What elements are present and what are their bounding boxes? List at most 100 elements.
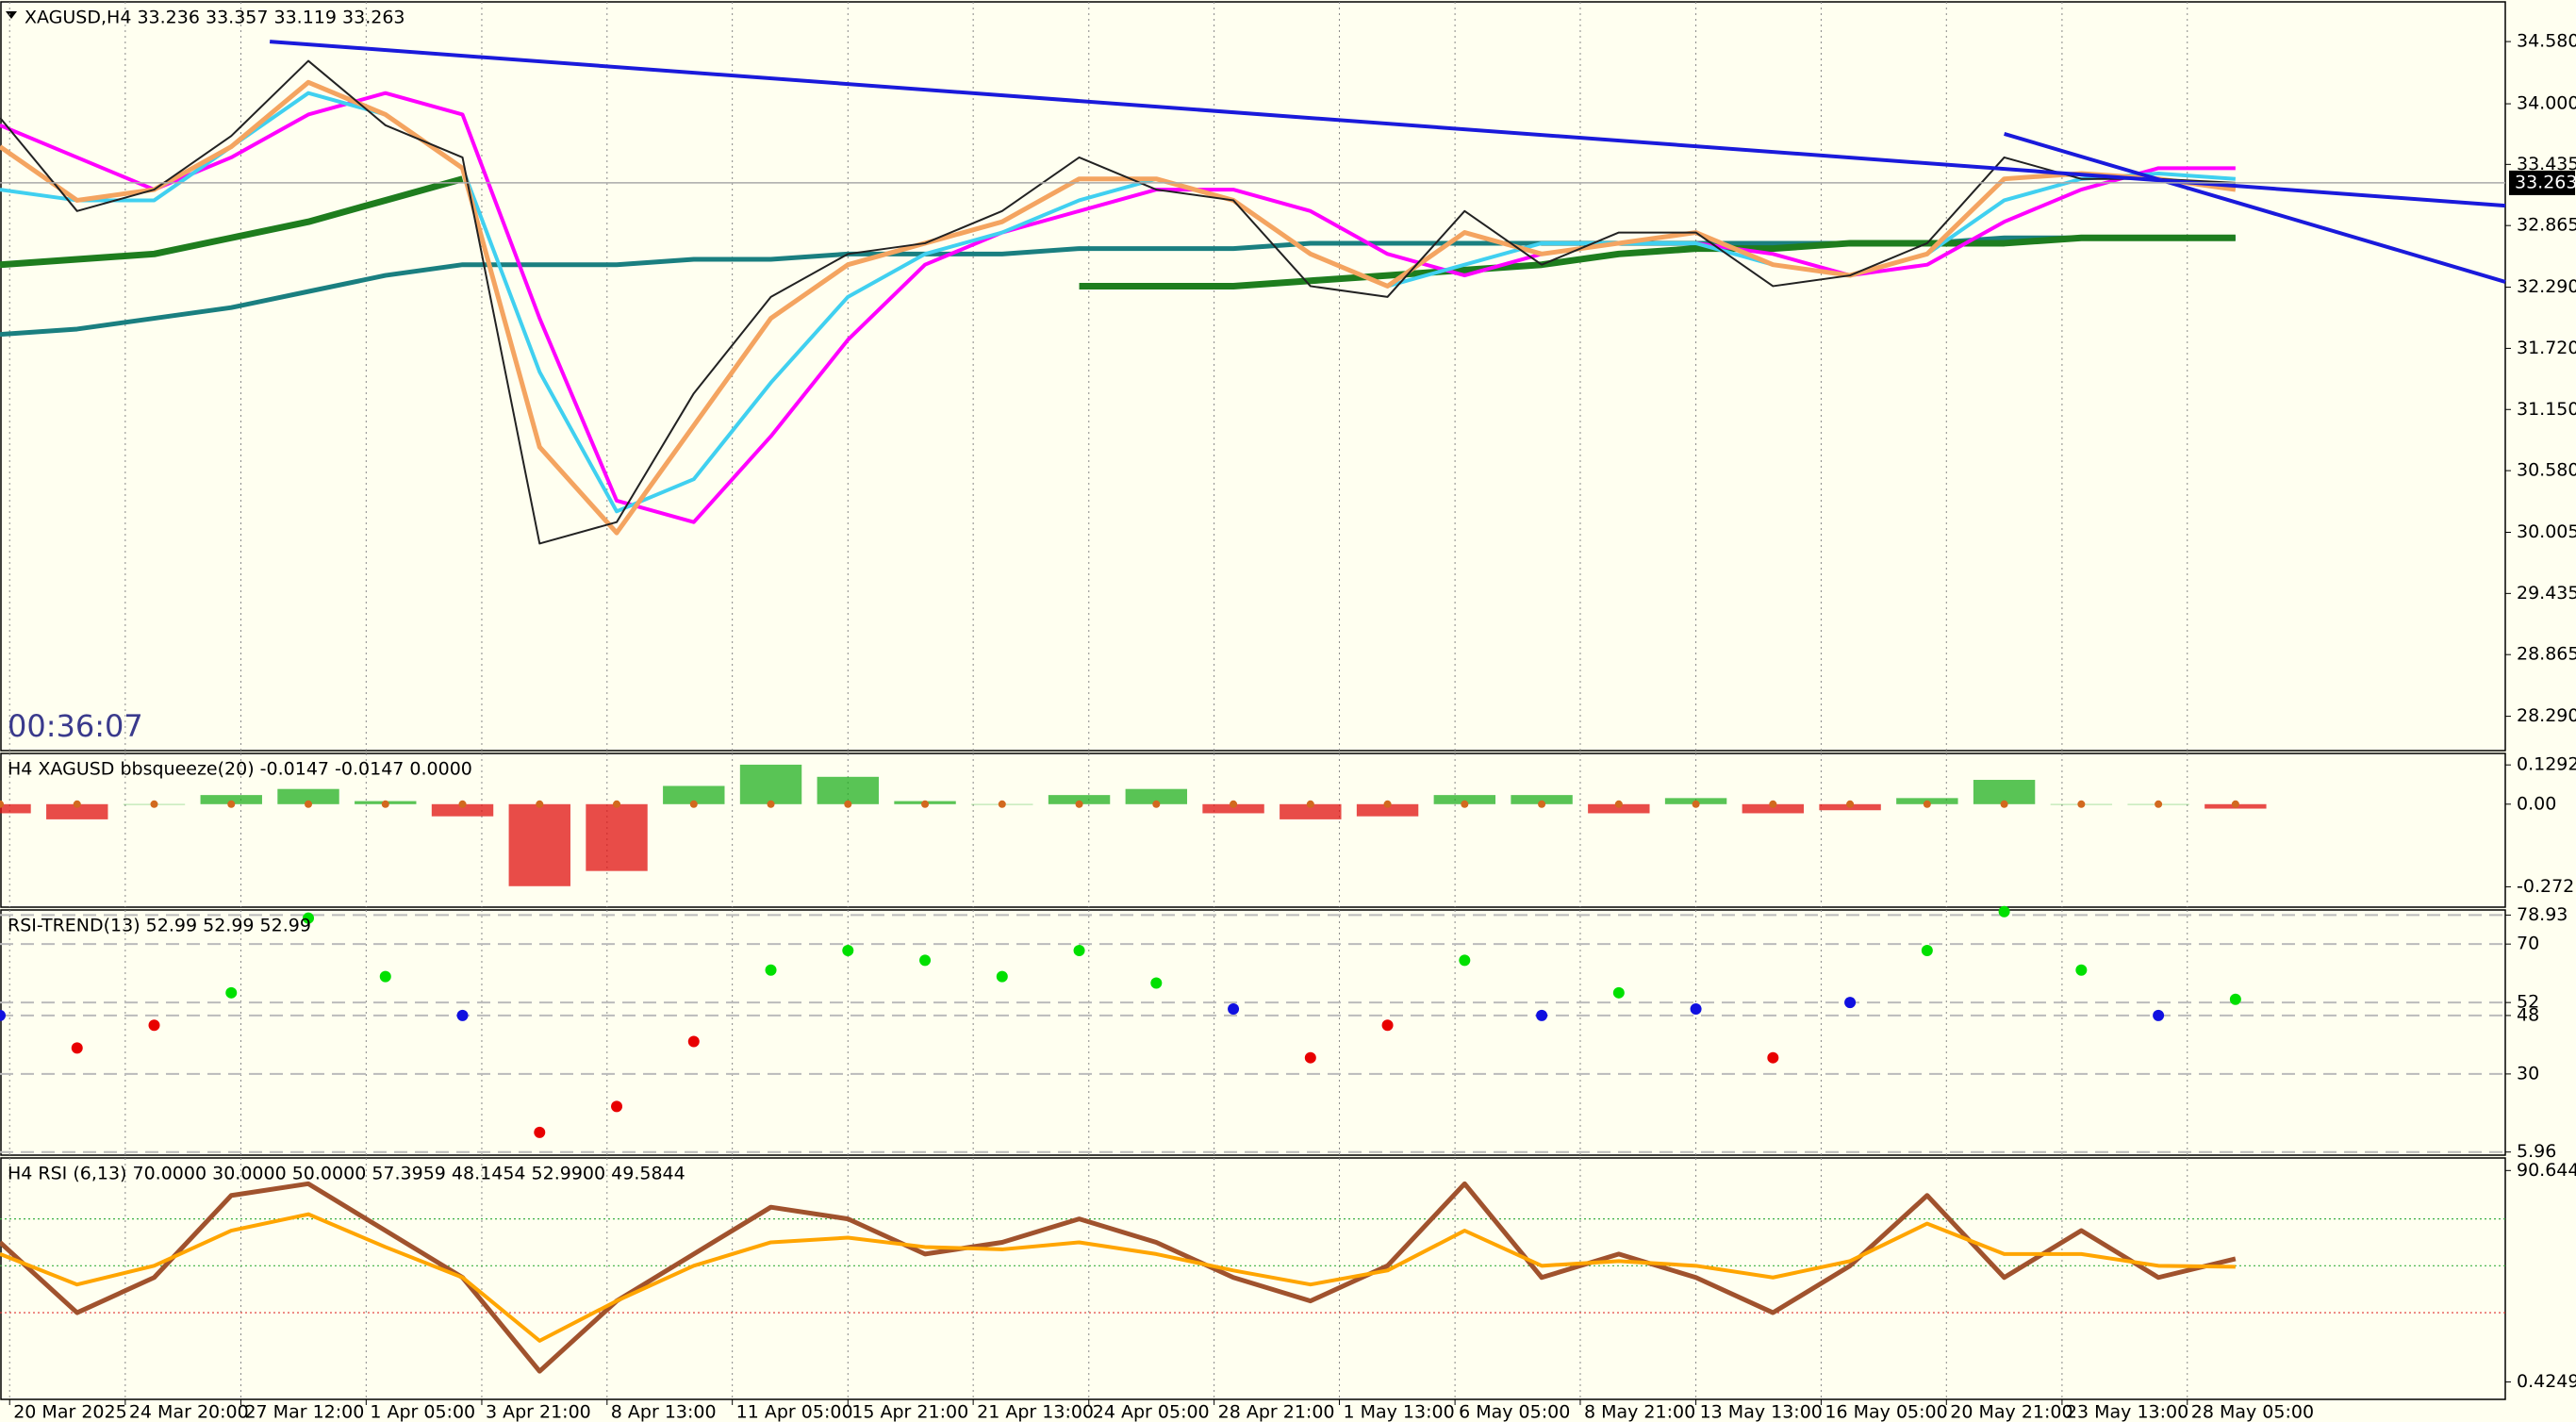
y-tick-label: -0.272 bbox=[2517, 876, 2574, 897]
x-tick-label: 15 Apr 21:00 bbox=[851, 1402, 968, 1422]
histogram-bar bbox=[663, 785, 725, 804]
rsi-dot bbox=[2153, 1009, 2165, 1021]
x-tick-label: 13 May 13:00 bbox=[1700, 1402, 1823, 1422]
x-tick-label: 28 Apr 21:00 bbox=[1218, 1402, 1335, 1422]
rsi-dot bbox=[611, 1100, 623, 1113]
rsi-dot bbox=[2229, 993, 2241, 1005]
y-tick-label: 70 bbox=[2517, 934, 2539, 954]
squeeze-dot bbox=[1230, 800, 1238, 808]
panel-border bbox=[0, 1157, 2506, 1400]
x-tick-label: 24 Apr 05:00 bbox=[1093, 1402, 1210, 1422]
rsi-dot bbox=[1459, 954, 1471, 967]
y-tick-label: 78.93 bbox=[2517, 904, 2568, 925]
squeeze-dot bbox=[305, 800, 313, 808]
histogram-bar bbox=[508, 803, 570, 886]
squeeze-dot bbox=[2155, 800, 2163, 808]
x-tick-label: 21 Apr 13:00 bbox=[977, 1402, 1094, 1422]
y-tick-label: 33.435 bbox=[2517, 154, 2576, 174]
squeeze-dot bbox=[1383, 800, 1392, 808]
squeeze-dot bbox=[2077, 800, 2086, 808]
histogram-bar bbox=[1588, 803, 1650, 814]
squeeze-dot bbox=[227, 800, 236, 808]
y-tick-label: 30 bbox=[2517, 1063, 2539, 1083]
squeeze-dot bbox=[150, 800, 158, 808]
squeeze-dot bbox=[536, 800, 544, 808]
x-tick-label: 6 May 05:00 bbox=[1459, 1402, 1570, 1422]
series-line bbox=[0, 79, 2237, 536]
last-price-box bbox=[2509, 170, 2575, 195]
y-tick-label: 5.96 bbox=[2517, 1141, 2556, 1162]
y-tick-label: 32.865 bbox=[2517, 215, 2576, 236]
squeeze-dot bbox=[1692, 800, 1700, 808]
rsi-dot bbox=[71, 1042, 83, 1054]
squeeze-dot bbox=[844, 800, 852, 808]
squeeze-dot bbox=[613, 800, 621, 808]
squeeze-dot bbox=[73, 800, 81, 808]
rsi-dot bbox=[996, 970, 1008, 983]
panel-border bbox=[0, 1, 2506, 752]
panel-title: XAGUSD,H4 33.236 33.357 33.119 33.263 bbox=[25, 8, 405, 28]
y-tick-label: 48 bbox=[2517, 1004, 2539, 1025]
squeeze-dot bbox=[998, 800, 1006, 808]
panel-title: H4 XAGUSD bbsqueeze(20) -0.0147 -0.0147 … bbox=[8, 759, 472, 780]
rsi-dot bbox=[919, 954, 932, 967]
squeeze-dot bbox=[689, 800, 698, 808]
histogram-bar bbox=[1742, 803, 1805, 814]
rsi-dot bbox=[0, 1009, 6, 1021]
squeeze-dot bbox=[381, 800, 389, 808]
squeeze-dot bbox=[2231, 800, 2239, 808]
rsi-dot bbox=[1073, 945, 1085, 957]
histogram-bar bbox=[1511, 795, 1573, 804]
x-tick-label: 16 May 05:00 bbox=[1825, 1402, 1947, 1422]
rsi-dot bbox=[1921, 945, 1933, 957]
rsi-dot bbox=[1381, 1019, 1394, 1032]
trend-line bbox=[269, 40, 2506, 208]
last-price-label: 33.263 bbox=[2515, 172, 2576, 192]
histogram-bar bbox=[739, 764, 802, 804]
rsi-dot bbox=[1690, 1003, 1702, 1016]
series-line bbox=[0, 59, 2236, 545]
histogram-bar bbox=[1202, 803, 1264, 814]
y-tick-label: 34.580 bbox=[2517, 31, 2576, 52]
rsi-dot bbox=[765, 964, 777, 976]
y-tick-label: 31.150 bbox=[2517, 399, 2576, 420]
y-tick-label: 90.6447 bbox=[2517, 1160, 2576, 1181]
y-tick-label: 0.4249 bbox=[2517, 1371, 2576, 1392]
squeeze-dot bbox=[1461, 800, 1469, 808]
x-tick-label: 20 Mar 2025 bbox=[13, 1402, 126, 1422]
squeeze-dot bbox=[1769, 800, 1777, 808]
rsi-dot bbox=[842, 945, 854, 957]
squeeze-dot bbox=[458, 800, 467, 808]
y-tick-label: 52 bbox=[2517, 992, 2539, 1013]
x-tick-label: 23 May 13:00 bbox=[2066, 1402, 2188, 1422]
y-tick-label: 30.005 bbox=[2517, 521, 2576, 542]
x-tick-label: 8 Apr 13:00 bbox=[611, 1402, 717, 1422]
x-tick-label: 1 May 13:00 bbox=[1343, 1402, 1454, 1422]
y-tick-label: 32.290 bbox=[2517, 276, 2576, 297]
rsi-dot bbox=[1150, 977, 1163, 989]
squeeze-dot bbox=[767, 800, 775, 808]
menu-triangle bbox=[6, 11, 17, 19]
x-tick-label: 11 Apr 05:00 bbox=[736, 1402, 853, 1422]
y-tick-label: 34.000 bbox=[2517, 93, 2576, 114]
x-tick-label: 8 May 21:00 bbox=[1584, 1402, 1695, 1422]
y-tick-label: 0.1292 bbox=[2517, 754, 2576, 775]
x-tick-label: 24 Mar 20:00 bbox=[129, 1402, 249, 1422]
rsi-dot bbox=[225, 986, 238, 999]
squeeze-dot bbox=[1538, 800, 1546, 808]
squeeze-dot bbox=[1923, 800, 1931, 808]
histogram-bar bbox=[586, 803, 648, 871]
y-tick-label: 28.865 bbox=[2517, 644, 2576, 665]
rsi-dot bbox=[1767, 1051, 1779, 1064]
squeeze-dot bbox=[921, 800, 930, 808]
histogram-bar bbox=[817, 776, 879, 804]
rsi-dot bbox=[1844, 997, 1857, 1009]
histogram-bar bbox=[46, 803, 108, 819]
timer: 00:36:07 bbox=[8, 708, 143, 744]
panel-border bbox=[0, 909, 2506, 1156]
squeeze-dot bbox=[1846, 800, 1855, 808]
x-tick-label: 20 May 21:00 bbox=[1950, 1402, 2072, 1422]
y-tick-label: 30.580 bbox=[2517, 460, 2576, 481]
